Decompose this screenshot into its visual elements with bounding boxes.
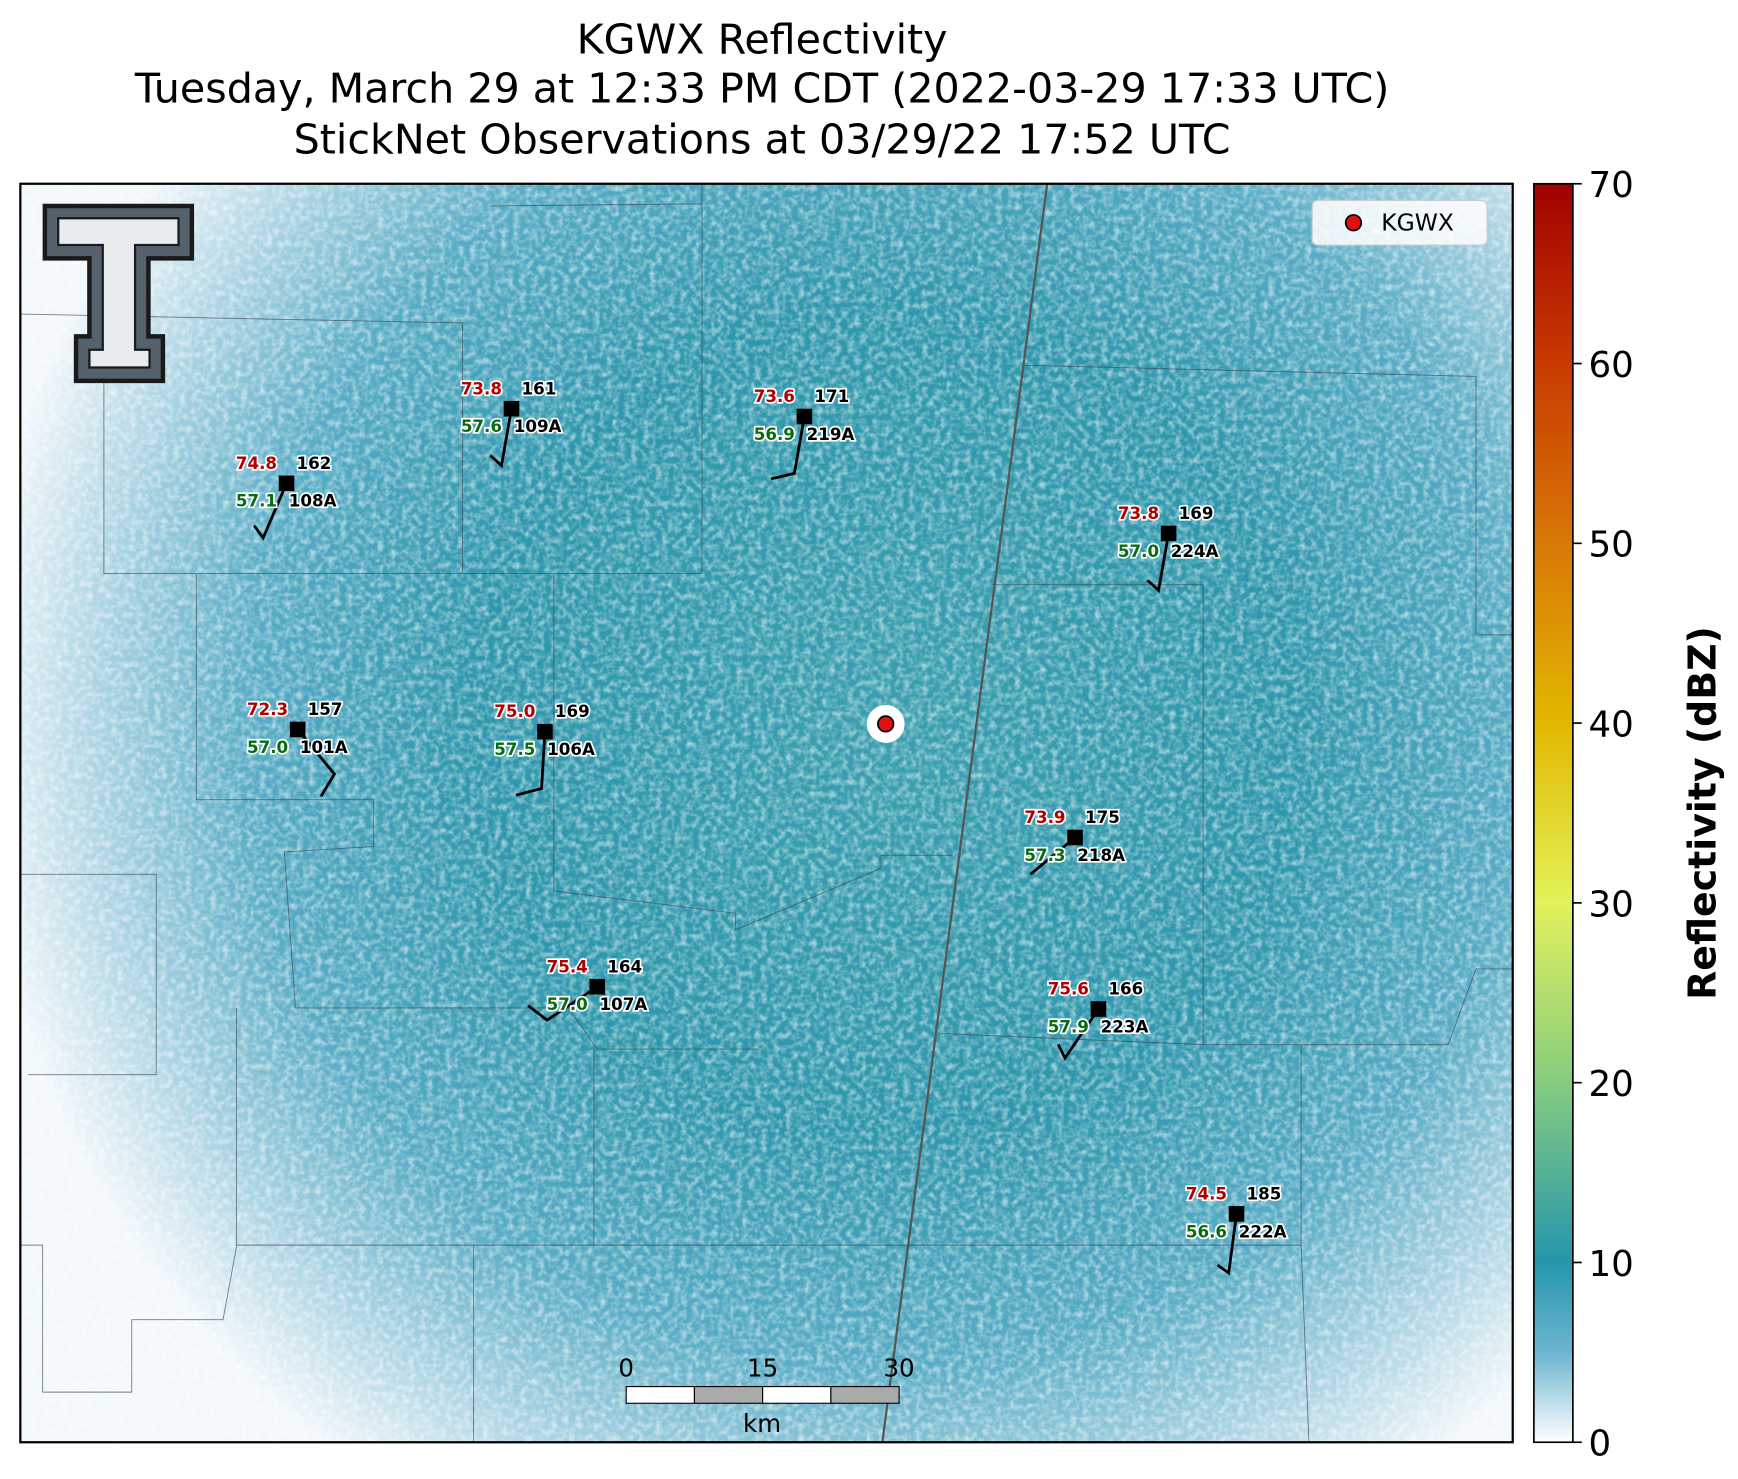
wind-barb xyxy=(253,482,288,541)
station-id: 218A xyxy=(1077,845,1125,865)
colorbar-tick-label: 20 xyxy=(1588,1064,1633,1105)
station-marker xyxy=(589,978,606,995)
station-id: 222A xyxy=(1239,1221,1287,1241)
dewpoint: 56.9 xyxy=(754,424,795,444)
scale-segment xyxy=(625,1386,695,1404)
colorbar: Reflectivity (dBZ) 0 10 20 30 40 50 60 70 xyxy=(1533,165,1724,1465)
temperature: 73.9 xyxy=(1024,807,1065,827)
legend-marker xyxy=(1344,214,1363,232)
temperature: 74.5 xyxy=(1186,1183,1227,1203)
title-line: Tuesday, March 29 at 12:33 PM CDT (2022-… xyxy=(134,64,1389,112)
scale-segment xyxy=(762,1386,832,1404)
dewpoint: 57.0 xyxy=(247,737,288,757)
dewpoint: 57.0 xyxy=(1118,541,1159,561)
pressure: 161 xyxy=(522,378,557,398)
legend: KGWX xyxy=(1311,199,1488,246)
wind-barb xyxy=(489,408,513,469)
dewpoint: 57.9 xyxy=(1048,1016,1089,1036)
station-id: 107A xyxy=(599,994,647,1014)
dewpoint: 57.6 xyxy=(461,416,502,436)
pressure: 169 xyxy=(555,701,590,721)
title-line: KGWX Reflectivity xyxy=(577,15,948,63)
temperature: 73.8 xyxy=(461,378,502,398)
pressure: 171 xyxy=(814,386,849,406)
county-lines xyxy=(20,183,1513,1443)
boundary-line xyxy=(881,183,1049,1443)
logo xyxy=(42,203,195,384)
station-marker xyxy=(503,400,520,417)
dewpoint: 57.0 xyxy=(547,994,588,1014)
scale-segment xyxy=(693,1386,764,1404)
wind-barb xyxy=(1216,1213,1238,1276)
colorbar-tick-label: 10 xyxy=(1588,1244,1633,1285)
station-marker xyxy=(537,723,553,740)
station-id: 108A xyxy=(289,491,337,511)
station-marker xyxy=(289,721,306,738)
station-id: 101A xyxy=(300,737,348,757)
dewpoint: 57.1 xyxy=(236,491,277,511)
pressure: 185 xyxy=(1247,1183,1282,1203)
temperature: 75.4 xyxy=(547,956,588,976)
scale-tick-label: 15 xyxy=(747,1354,778,1383)
colorbar-tick-label: 70 xyxy=(1588,165,1633,206)
reflectivity-texture xyxy=(20,183,1513,1443)
station-id: 219A xyxy=(807,424,855,444)
radar-site xyxy=(877,715,895,733)
wind-barb xyxy=(1057,1008,1100,1061)
temperature: 75.0 xyxy=(494,701,535,721)
dewpoint: 57.3 xyxy=(1024,845,1065,865)
map: 73.8 161 57.6 109A 73.6 171 56.9 219A 74.8 162 57.… xyxy=(20,183,1513,1443)
pressure: 164 xyxy=(607,956,642,976)
station-id: 106A xyxy=(547,739,595,759)
dewpoint: 56.6 xyxy=(1186,1221,1227,1241)
temperature: 73.6 xyxy=(754,386,795,406)
wind-barbs xyxy=(253,408,1238,1276)
stations: 73.8 161 57.6 109A 73.6 171 56.9 219A 74.8 162 57.… xyxy=(234,377,1288,1243)
station-marker xyxy=(1090,1001,1107,1017)
colorbar-scale xyxy=(1533,182,1574,1444)
colorbar-label: Reflectivity (dBZ) xyxy=(1680,626,1724,1000)
dewpoint: 57.5 xyxy=(494,739,535,759)
pressure: 175 xyxy=(1085,807,1120,827)
station-id: 224A xyxy=(1171,541,1219,561)
station-marker xyxy=(1067,829,1083,846)
colorbar-tick-label: 60 xyxy=(1588,345,1633,386)
scale-tick-label: 0 xyxy=(618,1354,634,1383)
colorbar-tick-label: 50 xyxy=(1588,525,1633,566)
temperature: 72.3 xyxy=(247,699,288,719)
wind-barb xyxy=(515,731,547,797)
temperature: 74.8 xyxy=(236,453,277,473)
station-marker xyxy=(1160,525,1177,542)
scale-tick-label: 30 xyxy=(883,1354,914,1383)
temperature: 75.6 xyxy=(1048,979,1089,999)
legend-box xyxy=(1311,199,1488,246)
wind-barb xyxy=(527,985,599,1022)
pressure: 157 xyxy=(308,699,343,719)
station-marker xyxy=(1228,1206,1245,1222)
title: KGWX Reflectivity Tuesday, March 29 at 1… xyxy=(134,15,1389,163)
pressure: 162 xyxy=(297,453,332,473)
colorbar-tick-label: 30 xyxy=(1588,884,1633,925)
wind-barb xyxy=(1146,533,1170,593)
map-frame xyxy=(19,182,1514,1444)
station-marker xyxy=(796,408,813,425)
temperature: 73.8 xyxy=(1118,503,1159,523)
scale-segment xyxy=(830,1386,900,1404)
scale-unit: km xyxy=(743,1409,781,1438)
legend-label: KGWX xyxy=(1381,209,1454,237)
station-id: 109A xyxy=(514,416,562,436)
title-line: StickNet Observations at 03/29/22 17:52 … xyxy=(294,116,1231,164)
pressure: 169 xyxy=(1179,503,1214,523)
station-id: 223A xyxy=(1101,1016,1149,1036)
wind-barb xyxy=(296,728,337,798)
wind-barb xyxy=(770,416,806,481)
colorbar-tick-label: 0 xyxy=(1588,1424,1611,1465)
scale-bar: 0 15 30 km xyxy=(618,1354,914,1439)
pressure: 166 xyxy=(1108,979,1143,999)
station-marker xyxy=(278,475,295,492)
colorbar-tick-label: 40 xyxy=(1588,704,1633,745)
